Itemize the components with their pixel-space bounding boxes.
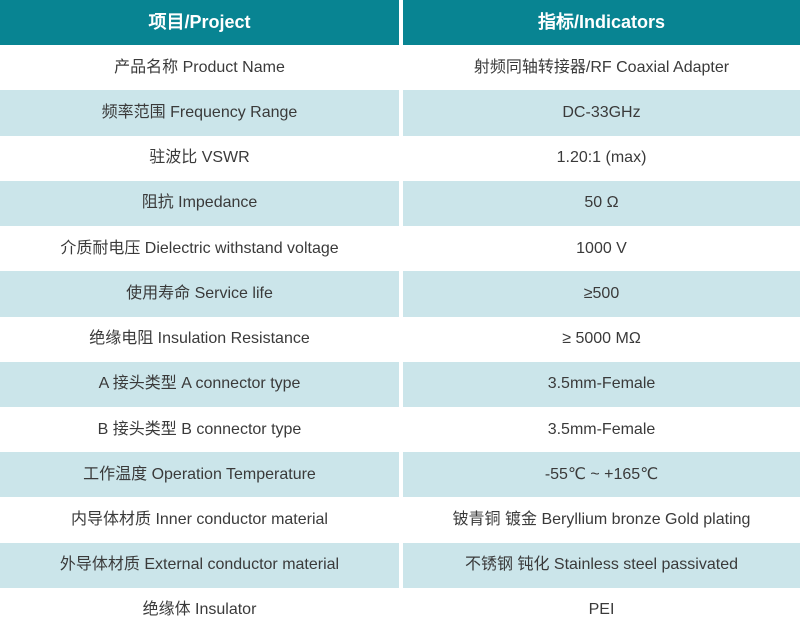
table-row-operation-temperature: 工作温度 Operation Temperature -55℃ ~ +165℃ (0, 452, 800, 498)
indicator-cell: 射频同轴转接器/RF Coaxial Adapter (403, 45, 800, 91)
table-row-product-name: 产品名称 Product Name 射频同轴转接器/RF Coaxial Ada… (0, 45, 800, 91)
project-cell: 产品名称 Product Name (0, 45, 399, 91)
indicator-cell: 1000 V (403, 226, 800, 272)
indicator-cell: 50 Ω (403, 180, 800, 227)
table-row-insulation-resistance: 绝缘电阻 Insulation Resistance ≥ 5000 MΩ (0, 316, 800, 362)
project-cell: A 接头类型 A connector type (0, 361, 399, 407)
header-cell-project: 项目/Project (0, 0, 399, 46)
table-row-frequency-range: 频率范围 Frequency Range DC-33GHz (0, 90, 800, 136)
table-row-vswr: 驻波比 VSWR 1.20:1 (max) (0, 135, 800, 181)
project-cell: 介质耐电压 Dielectric withstand voltage (0, 226, 399, 272)
table-row-external-conductor-material: 外导体材质 External conductor material 不锈钢 钝化… (0, 542, 800, 588)
indicator-cell: ≥500 (403, 271, 800, 317)
project-cell: 绝缘电阻 Insulation Resistance (0, 316, 399, 362)
project-cell: 使用寿命 Service life (0, 271, 399, 317)
project-cell: 阻抗 Impedance (0, 180, 399, 227)
table-header-row: 项目/Project 指标/Indicators (0, 0, 800, 46)
indicator-cell: PEI (403, 587, 800, 633)
project-cell: B 接头类型 B connector type (0, 406, 399, 453)
table-row-service-life: 使用寿命 Service life ≥500 (0, 271, 800, 317)
table-row-insulator: 绝缘体 Insulator PEI (0, 587, 800, 633)
project-cell: 频率范围 Frequency Range (0, 90, 399, 136)
indicator-cell: 不锈钢 钝化 Stainless steel passivated (403, 542, 800, 588)
indicator-cell: ≥ 5000 MΩ (403, 316, 800, 362)
project-cell: 内导体材质 Inner conductor material (0, 497, 399, 543)
table-row-impedance: 阻抗 Impedance 50 Ω (0, 180, 800, 227)
table-row-b-connector-type: B 接头类型 B connector type 3.5mm-Female (0, 406, 800, 453)
header-cell-indicators: 指标/Indicators (403, 0, 800, 46)
project-cell: 工作温度 Operation Temperature (0, 452, 399, 498)
table-row-inner-conductor-material: 内导体材质 Inner conductor material 铍青铜 镀金 Be… (0, 497, 800, 543)
project-cell: 驻波比 VSWR (0, 135, 399, 181)
indicator-cell: 1.20:1 (max) (403, 135, 800, 181)
indicator-cell: 3.5mm-Female (403, 361, 800, 407)
project-cell: 外导体材质 External conductor material (0, 542, 399, 588)
indicator-cell: DC-33GHz (403, 90, 800, 136)
project-cell: 绝缘体 Insulator (0, 587, 399, 633)
table-row-dielectric-voltage: 介质耐电压 Dielectric withstand voltage 1000 … (0, 226, 800, 272)
indicator-cell: -55℃ ~ +165℃ (403, 452, 800, 498)
indicator-cell: 铍青铜 镀金 Beryllium bronze Gold plating (403, 497, 800, 543)
indicator-cell: 3.5mm-Female (403, 406, 800, 453)
table-row-a-connector-type: A 接头类型 A connector type 3.5mm-Female (0, 361, 800, 407)
